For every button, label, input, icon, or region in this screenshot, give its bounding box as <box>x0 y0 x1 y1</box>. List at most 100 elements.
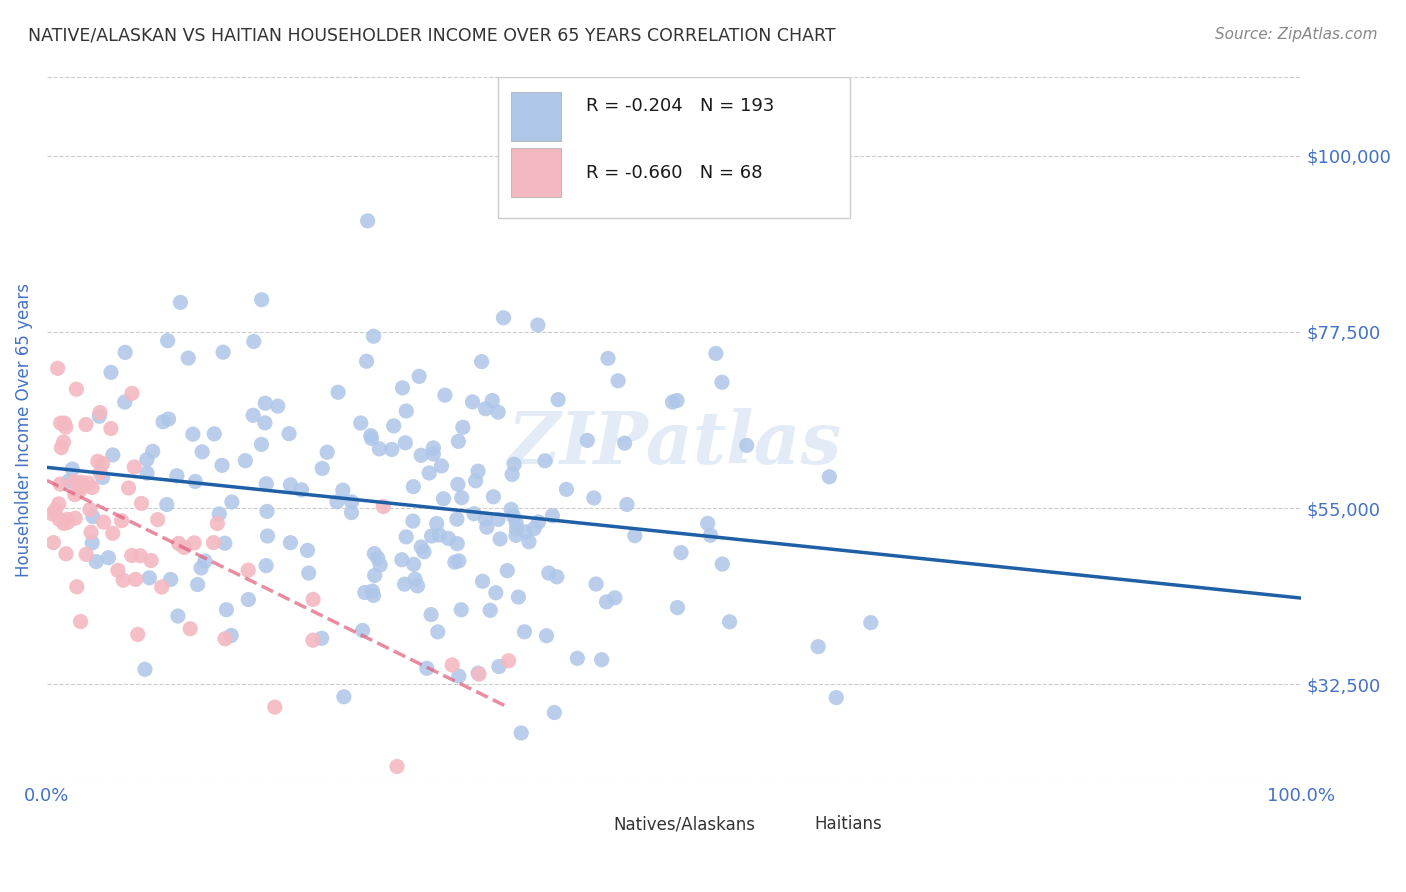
Text: Haitians: Haitians <box>814 815 883 833</box>
Point <box>55 420 77 434</box>
Point <box>391 553 413 567</box>
Point <box>214 536 236 550</box>
Point <box>219 628 242 642</box>
Point <box>517 534 540 549</box>
Point <box>107 563 129 577</box>
Point <box>481 393 503 408</box>
Point <box>187 577 209 591</box>
Point <box>416 661 439 675</box>
Point <box>356 214 378 228</box>
Point <box>468 667 491 681</box>
Point <box>173 541 195 555</box>
Point <box>361 584 384 599</box>
Point <box>696 516 718 531</box>
FancyBboxPatch shape <box>574 810 605 838</box>
Point <box>505 522 527 536</box>
Point <box>363 547 385 561</box>
Point <box>699 528 721 542</box>
Point <box>63 487 86 501</box>
Point <box>471 354 494 368</box>
Point <box>183 536 205 550</box>
Point <box>527 515 550 529</box>
Point <box>52 516 75 531</box>
Point <box>427 528 450 542</box>
Point <box>215 603 238 617</box>
Point <box>333 690 356 704</box>
Point <box>498 654 520 668</box>
Point <box>340 495 363 509</box>
Point <box>408 369 430 384</box>
Point <box>58 474 80 488</box>
Point <box>492 310 515 325</box>
Point <box>253 416 276 430</box>
Point <box>479 603 502 617</box>
Point <box>718 615 741 629</box>
Point <box>66 580 89 594</box>
Point <box>446 512 468 526</box>
Point <box>267 399 290 413</box>
Point <box>395 530 418 544</box>
Point <box>623 529 645 543</box>
Point <box>221 495 243 509</box>
Point <box>475 520 498 534</box>
Point <box>404 572 426 586</box>
Point <box>418 466 440 480</box>
Point <box>238 563 260 577</box>
Point <box>596 351 619 366</box>
Point <box>591 653 613 667</box>
Point <box>426 516 449 531</box>
Point <box>70 475 93 490</box>
Point <box>523 521 546 535</box>
Point <box>254 558 277 573</box>
Point <box>467 666 489 681</box>
Point <box>735 438 758 452</box>
Point <box>543 706 565 720</box>
Point <box>368 442 391 456</box>
Point <box>124 573 146 587</box>
Point <box>63 475 86 489</box>
Point <box>60 462 83 476</box>
Point <box>547 392 569 407</box>
Point <box>100 365 122 379</box>
Point <box>55 547 77 561</box>
Point <box>311 632 333 646</box>
Point <box>208 507 231 521</box>
Text: Source: ZipAtlas.com: Source: ZipAtlas.com <box>1215 27 1378 42</box>
Point <box>134 662 156 676</box>
FancyBboxPatch shape <box>510 92 561 141</box>
Point <box>139 553 162 567</box>
Point <box>367 551 389 566</box>
Point <box>51 441 73 455</box>
Point <box>146 513 169 527</box>
FancyBboxPatch shape <box>775 810 806 838</box>
Point <box>666 600 689 615</box>
Point <box>381 442 404 457</box>
Point <box>394 577 416 591</box>
Point <box>69 615 91 629</box>
Point <box>114 395 136 409</box>
Point <box>508 590 530 604</box>
Point <box>595 595 617 609</box>
Point <box>385 759 408 773</box>
Point <box>352 624 374 638</box>
Point <box>447 434 470 449</box>
Point <box>394 435 416 450</box>
Point <box>89 466 111 480</box>
Point <box>166 468 188 483</box>
Point <box>167 536 190 550</box>
Point <box>214 632 236 646</box>
Point <box>256 529 278 543</box>
Point <box>426 624 449 639</box>
Point <box>112 573 135 587</box>
Point <box>302 592 325 607</box>
Point <box>254 396 277 410</box>
Point <box>450 603 472 617</box>
Point <box>52 435 75 450</box>
Point <box>340 506 363 520</box>
Point <box>402 514 425 528</box>
Point <box>505 516 527 530</box>
Point <box>496 564 519 578</box>
Point <box>555 483 578 497</box>
Point <box>56 512 79 526</box>
Point <box>537 566 560 580</box>
